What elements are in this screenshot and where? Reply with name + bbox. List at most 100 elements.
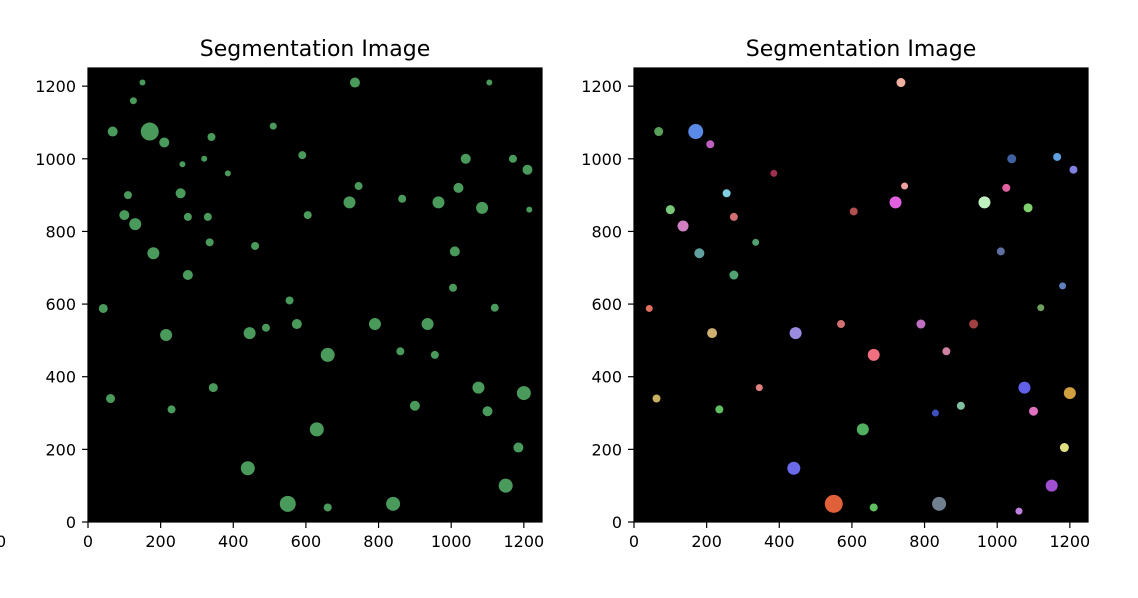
y-tick-label: 200 <box>45 440 76 459</box>
y-tick-label: 600 <box>45 295 76 314</box>
segment-blob <box>1059 443 1069 453</box>
segment-blob <box>486 79 493 86</box>
segment-blob <box>755 384 763 392</box>
segment-blob <box>969 319 979 329</box>
segment-blob <box>869 503 878 512</box>
y-tick-label: 200 <box>591 440 622 459</box>
segment-blob <box>677 220 689 232</box>
y-tick-label: 0 <box>612 513 622 532</box>
segment-blob <box>251 241 260 250</box>
segment-blob <box>398 194 407 203</box>
x-tick-label: 1000 <box>977 532 1018 551</box>
segment-blob <box>645 304 653 312</box>
segment-blob <box>476 201 489 214</box>
segment-blob <box>715 405 724 414</box>
y-tick-label: 800 <box>45 222 76 241</box>
segment-blob <box>978 196 991 209</box>
segment-blob <box>694 248 705 259</box>
segment-blob <box>513 442 524 453</box>
y-tick-label: 600 <box>591 295 622 314</box>
segment-blob <box>175 188 186 199</box>
x-tick-label: 200 <box>691 532 722 551</box>
segment-blob <box>1037 304 1045 312</box>
segment-blob <box>1069 165 1078 174</box>
y-tick-label: 0 <box>66 513 76 532</box>
segment-blob <box>205 238 214 247</box>
image-area <box>634 68 1088 522</box>
segment-blob <box>824 494 843 513</box>
segment-blob <box>140 122 159 141</box>
segment-blob <box>996 247 1005 256</box>
segment-blob <box>243 327 256 340</box>
segment-blob <box>343 196 356 209</box>
segment-blob <box>942 347 951 356</box>
segment-blob <box>688 124 704 140</box>
segment-blob <box>652 394 661 403</box>
stray-axis-label: 0 <box>0 532 6 551</box>
segment-blob <box>421 318 434 331</box>
segment-blob <box>901 182 909 190</box>
segment-blob <box>368 318 381 331</box>
segment-blob <box>722 189 731 198</box>
segment-blob <box>309 422 324 437</box>
x-tick-label: 1000 <box>431 532 472 551</box>
x-tick-label: 1200 <box>1049 532 1090 551</box>
segment-blob <box>1053 152 1062 161</box>
segment-blob <box>129 97 137 105</box>
segment-blob <box>837 320 846 329</box>
x-tick-label: 600 <box>291 532 322 551</box>
segment-blob <box>1007 154 1017 164</box>
segment-blob <box>1029 406 1039 416</box>
segment-blob <box>482 406 493 417</box>
segmentation-panel-left: Segmentation Image 0 200 400 600 800 1000 1200 0… <box>35 37 544 551</box>
segment-blob <box>323 503 332 512</box>
segment-blob <box>498 478 513 493</box>
segment-blob <box>224 170 231 177</box>
axes-frame <box>87 67 543 523</box>
segment-blob <box>789 327 802 340</box>
segment-blob <box>208 383 218 393</box>
segment-blob <box>867 348 880 361</box>
segment-blob <box>285 296 294 305</box>
segment-blob <box>931 409 939 417</box>
segment-blob <box>956 401 965 410</box>
segment-blob <box>889 196 902 209</box>
x-tick-label: 0 <box>629 532 639 551</box>
segment-blob <box>123 191 132 200</box>
segment-blob <box>320 347 335 362</box>
segment-blob <box>1045 479 1058 492</box>
y-tick-label: 1000 <box>35 150 76 169</box>
segment-blob <box>298 151 307 160</box>
segment-blob <box>139 79 146 86</box>
y-tick-label: 1200 <box>581 77 622 96</box>
segment-blob <box>449 246 460 257</box>
segment-blob <box>203 212 212 221</box>
chart-title: Segmentation Image <box>746 37 977 62</box>
segment-blob <box>409 400 420 411</box>
segment-blob <box>160 328 173 341</box>
y-tick-label: 400 <box>45 368 76 387</box>
segment-blob <box>490 303 499 312</box>
segment-blob <box>932 496 947 511</box>
x-tick-label: 200 <box>145 532 176 551</box>
segment-blob <box>182 270 193 281</box>
chart-title: Segmentation Image <box>200 37 431 62</box>
segment-blob <box>396 347 405 356</box>
segment-blob <box>707 328 718 339</box>
segment-blob <box>516 386 531 401</box>
segment-blob <box>106 394 116 404</box>
segment-blob <box>522 164 533 175</box>
segment-blob <box>787 461 801 475</box>
y-tick-label: 1200 <box>35 77 76 96</box>
segment-blob <box>386 496 401 511</box>
segment-blob <box>1023 203 1033 213</box>
x-tick-label: 800 <box>909 532 940 551</box>
segment-blob <box>472 381 485 394</box>
x-tick-label: 1200 <box>503 532 544 551</box>
segment-blob <box>119 210 130 221</box>
segment-blob <box>849 207 858 216</box>
segment-blob <box>460 153 471 164</box>
segment-blob <box>449 283 458 292</box>
segment-blob <box>430 350 439 359</box>
